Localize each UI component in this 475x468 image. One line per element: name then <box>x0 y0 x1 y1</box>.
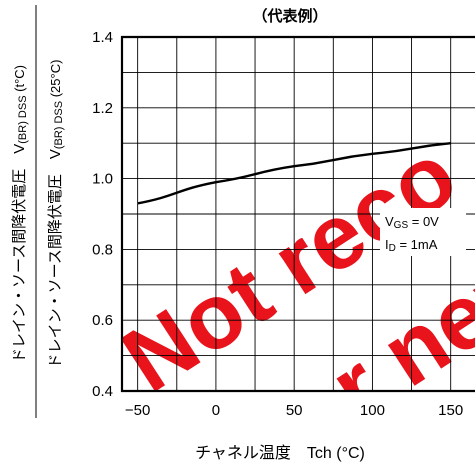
y-tick-label: 0.6 <box>92 312 113 329</box>
y-axis-label: ドレイン・ソース間降伏電圧 V(BR) DSS (t°C) ドレイン・ソース間降… <box>11 5 65 418</box>
condition-annotation: VGS = 0V ID = 1mA <box>380 208 466 256</box>
y-tick-labels: 0.4 0.6 0.8 1.0 1.2 1.4 <box>92 29 113 400</box>
series-line <box>137 142 451 205</box>
y-axis-label-denominator: ドレイン・ソース間降伏電圧 V(BR) DSS (25°C) <box>47 60 65 369</box>
x-tick-label: 100 <box>360 402 385 419</box>
x-tick-label: −50 <box>125 402 150 419</box>
plot-frame <box>120 35 475 393</box>
series-group <box>137 142 451 205</box>
y-tick-label: 0.8 <box>92 241 113 258</box>
annotation-vgs: VGS = 0V <box>385 214 439 231</box>
plot-border <box>120 35 475 393</box>
y-tick-label: 0.4 <box>92 383 113 400</box>
annotation-background <box>380 208 466 256</box>
x-tick-label: 50 <box>286 402 303 419</box>
x-axis-label: チャネル温度 Tch (°C) <box>195 444 365 462</box>
annotation-id: ID = 1mA <box>385 237 438 254</box>
x-tick-label: 0 <box>212 402 220 419</box>
x-tick-label: 150 <box>438 402 463 419</box>
y-tick-label: 1.0 <box>92 171 113 188</box>
x-tick-labels: −50 0 50 100 150 <box>125 402 463 419</box>
y-axis-label-numerator: ドレイン・ソース間降伏電圧 V(BR) DSS (t°C) <box>11 65 29 363</box>
chart-title: （代表例） <box>252 7 327 25</box>
y-tick-label: 1.2 <box>92 100 113 117</box>
y-tick-label: 1.4 <box>92 29 113 46</box>
